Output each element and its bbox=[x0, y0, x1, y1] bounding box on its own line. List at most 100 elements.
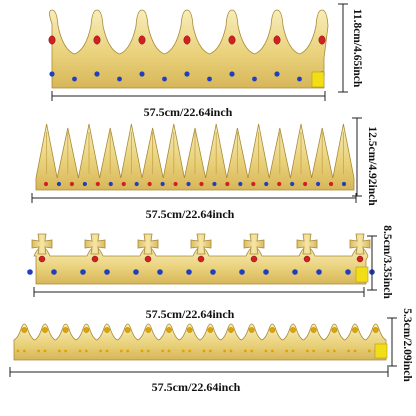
blue-jewel-icon bbox=[56, 181, 62, 187]
cross-ornament-icon bbox=[84, 233, 106, 255]
blue-jewel-icon bbox=[297, 76, 302, 82]
amber-jewel-icon bbox=[250, 349, 254, 353]
amber-jewel-icon bbox=[347, 349, 351, 353]
amber-jewel-icon bbox=[78, 349, 82, 353]
crown-2-jewels bbox=[43, 181, 347, 187]
blue-jewel-icon bbox=[315, 181, 321, 187]
crown-4-tab bbox=[374, 343, 388, 359]
blue-jewel-icon bbox=[186, 181, 191, 187]
amber-jewel-icon bbox=[228, 327, 234, 333]
amber-jewel-icon bbox=[186, 327, 193, 333]
blue-jewel-icon bbox=[117, 76, 122, 82]
blue-jewel-icon bbox=[341, 181, 347, 187]
blue-jewel-icon bbox=[264, 181, 269, 187]
crown-2 bbox=[35, 123, 355, 191]
red-jewel-icon bbox=[138, 35, 146, 45]
amber-jewel-icon bbox=[243, 349, 247, 353]
amber-jewel-icon bbox=[331, 327, 338, 333]
amber-jewel-icon bbox=[105, 349, 109, 353]
amber-jewel-icon bbox=[37, 349, 41, 353]
amber-jewel-icon bbox=[208, 349, 212, 353]
amber-jewel-icon bbox=[248, 327, 255, 333]
blue-jewel-icon bbox=[229, 71, 235, 77]
red-jewel-icon bbox=[183, 35, 191, 45]
width-label-2: 57.5cm/22.64inch bbox=[146, 207, 235, 221]
height-label-3: 8.5cm/3.35inch bbox=[381, 225, 393, 299]
red-jewel-icon bbox=[95, 181, 100, 187]
red-jewel-icon bbox=[356, 255, 364, 263]
height-dimension-4 bbox=[387, 317, 397, 367]
red-jewel-icon bbox=[197, 255, 205, 263]
red-jewel-icon bbox=[250, 255, 258, 263]
amber-jewel-icon bbox=[21, 327, 28, 333]
width-dimension-3 bbox=[33, 287, 365, 297]
cross-ornament-icon bbox=[137, 233, 159, 255]
amber-jewel-icon bbox=[269, 327, 276, 333]
blue-jewel-icon bbox=[252, 76, 257, 82]
amber-jewel-icon bbox=[372, 327, 379, 333]
blue-jewel-icon bbox=[274, 71, 280, 77]
red-jewel-icon bbox=[38, 255, 46, 263]
blue-jewel-icon bbox=[239, 269, 245, 275]
amber-jewel-icon bbox=[62, 327, 69, 333]
amber-jewel-icon bbox=[181, 349, 185, 353]
width-label-4: 57.5cm/22.64inch bbox=[152, 380, 241, 394]
crown-4-jewels bbox=[16, 327, 379, 353]
red-jewel-icon bbox=[225, 181, 230, 187]
width-dimension-4 bbox=[9, 367, 389, 377]
amber-jewel-icon bbox=[22, 349, 26, 353]
red-jewel-icon bbox=[303, 255, 311, 263]
blue-jewel-icon bbox=[238, 181, 243, 187]
red-jewel-icon bbox=[48, 35, 56, 45]
red-jewel-icon bbox=[173, 181, 178, 187]
height-label-1: 11.8cm/4.65inch bbox=[351, 9, 363, 88]
height-label-4: 5.3cm/2.09inch bbox=[401, 308, 413, 382]
red-jewel-icon bbox=[43, 181, 49, 187]
blue-jewel-icon bbox=[292, 269, 298, 275]
width-label-1: 57.5cm/22.64inch bbox=[144, 105, 233, 119]
amber-jewel-icon bbox=[312, 349, 316, 353]
red-jewel-icon bbox=[251, 181, 256, 187]
amber-jewel-icon bbox=[305, 349, 309, 353]
amber-jewel-icon bbox=[264, 349, 268, 353]
amber-jewel-icon bbox=[119, 349, 123, 353]
blue-jewel-icon bbox=[207, 76, 212, 82]
amber-jewel-icon bbox=[161, 349, 165, 353]
crown-1 bbox=[48, 9, 329, 89]
blue-jewel-icon bbox=[134, 181, 139, 187]
blue-jewel-icon bbox=[162, 76, 167, 82]
crown-1-jewels bbox=[48, 35, 326, 82]
crown-2-spike-ridges bbox=[46, 132, 344, 174]
amber-jewel-icon bbox=[140, 349, 144, 353]
amber-jewel-icon bbox=[104, 327, 110, 333]
amber-jewel-icon bbox=[64, 349, 68, 353]
amber-jewel-icon bbox=[367, 349, 371, 353]
amber-jewel-icon bbox=[42, 327, 48, 333]
amber-jewel-icon bbox=[43, 349, 47, 353]
blue-jewel-icon bbox=[316, 269, 322, 275]
cross-ornament-icon bbox=[349, 233, 371, 255]
red-jewel-icon bbox=[144, 255, 152, 263]
red-jewel-icon bbox=[91, 255, 99, 263]
blue-jewel-icon bbox=[80, 269, 86, 275]
red-jewel-icon bbox=[199, 181, 204, 187]
red-jewel-icon bbox=[328, 181, 334, 187]
amber-jewel-icon bbox=[16, 349, 20, 353]
red-jewel-icon bbox=[121, 181, 126, 187]
amber-jewel-icon bbox=[332, 349, 336, 353]
blue-jewel-icon bbox=[82, 181, 87, 187]
height-dimension-1 bbox=[338, 3, 348, 93]
blue-jewel-icon bbox=[133, 269, 139, 275]
amber-jewel-icon bbox=[146, 349, 150, 353]
cross-ornament-icon bbox=[31, 233, 53, 255]
red-jewel-icon bbox=[228, 35, 236, 45]
blue-jewel-icon bbox=[160, 181, 165, 187]
height-dimension-3 bbox=[367, 235, 377, 291]
width-dimension-2 bbox=[31, 193, 357, 203]
amber-jewel-icon bbox=[229, 349, 233, 353]
crown-3-tab bbox=[355, 266, 369, 283]
blue-jewel-icon bbox=[184, 71, 190, 77]
blue-jewel-icon bbox=[345, 269, 351, 275]
red-jewel-icon bbox=[277, 181, 282, 187]
